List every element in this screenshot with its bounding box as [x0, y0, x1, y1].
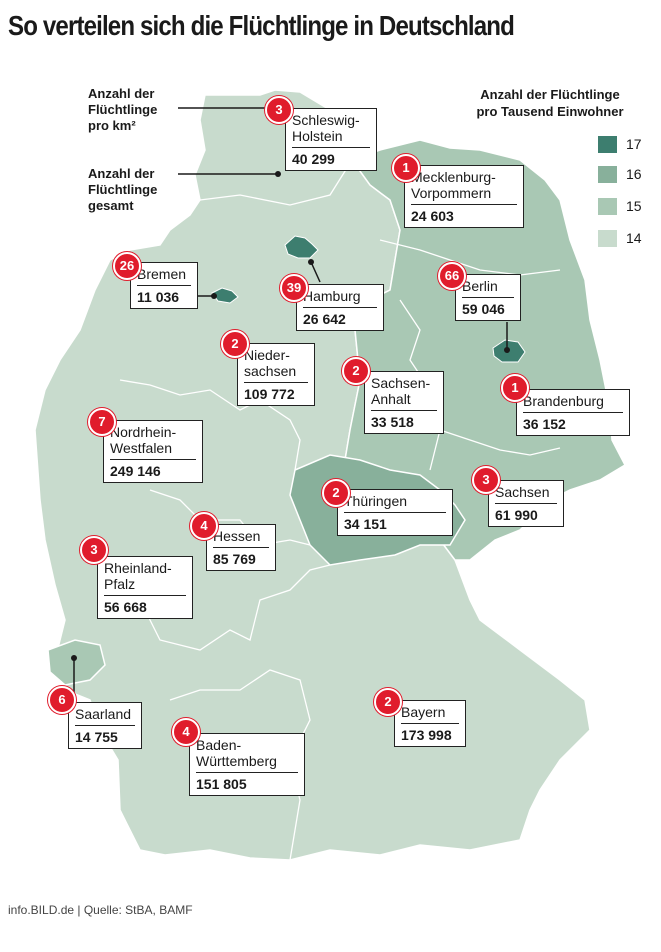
density-badge: 1: [392, 154, 420, 182]
density-badge: 2: [374, 688, 402, 716]
state-label-sachsen: Sachsen 61 990: [488, 480, 564, 527]
legend-swatch: [597, 134, 618, 154]
state-borders: [119, 159, 561, 861]
legend-item-15: 15: [597, 196, 657, 216]
state-name: Sachsen- Anhalt: [371, 375, 437, 411]
density-badge: 2: [221, 330, 249, 358]
annotation-total: Anzahl der Flüchtlinge gesamt: [88, 166, 158, 213]
density-badge: 66: [438, 262, 466, 290]
map-saarland: [47, 639, 106, 686]
state-label-bayern: Bayern 173 998: [394, 700, 466, 747]
state-total: 34 151: [344, 516, 387, 532]
state-name: Mecklenburg- Vorpommern: [411, 169, 517, 205]
page-title: So verteilen sich die Flüchtlinge in Deu…: [8, 10, 515, 41]
leader-dots: [71, 171, 510, 661]
state-total: 109 772: [244, 386, 295, 402]
state-label-sachsen-anhalt: Sachsen- Anhalt 33 518: [364, 371, 444, 434]
state-total: 24 603: [411, 208, 454, 224]
density-badge: 26: [113, 252, 141, 280]
legend-value: 15: [626, 198, 642, 214]
state-label-mecklenburg-vorpommern: Mecklenburg- Vorpommern 24 603: [404, 165, 524, 228]
state-total: 56 668: [104, 599, 147, 615]
state-name: Brandenburg: [523, 393, 623, 413]
state-name: Berlin: [462, 278, 514, 298]
density-badge: 2: [322, 479, 350, 507]
legend-swatch: [597, 164, 618, 184]
state-name: Nieder-sachsen: [244, 347, 308, 383]
density-badge: 3: [80, 536, 108, 564]
legend-value: 17: [626, 136, 642, 152]
legend-value: 16: [626, 166, 642, 182]
state-label-nordrhein-westfalen: Nordrhein- Westfalen 249 146: [103, 420, 203, 483]
legend-item-14: 14: [597, 228, 657, 248]
state-label-brandenburg: Brandenburg 36 152: [516, 389, 630, 436]
density-badge: 1: [501, 374, 529, 402]
state-total: 14 755: [75, 729, 118, 745]
density-badge: 4: [172, 718, 200, 746]
legend-item-17: 17: [597, 134, 657, 154]
state-total: 33 518: [371, 414, 414, 430]
source-credit: info.BILD.de | Quelle: StBA, BAMF: [8, 903, 193, 917]
state-label-baden-wuerttemberg: Baden- Württemberg 151 805: [189, 733, 305, 796]
state-name: Hessen: [213, 528, 269, 548]
state-label-berlin: Berlin 59 046: [455, 274, 521, 321]
map-hamburg: [284, 235, 319, 259]
state-label-hessen: Hessen 85 769: [206, 524, 276, 571]
density-badge: 7: [88, 408, 116, 436]
state-name: Schleswig- Holstein: [292, 112, 370, 148]
state-name: Baden- Württemberg: [196, 737, 298, 773]
state-name: Hamburg: [303, 288, 377, 308]
legend-title: Anzahl der Flüchtlinge pro Tausend Einwo…: [476, 87, 624, 119]
annotation-per-km2: Anzahl der Flüchtlinge pro km²: [88, 86, 158, 133]
state-total: 151 805: [196, 776, 247, 792]
state-label-bremen: Bremen 11 036: [130, 262, 198, 309]
density-badge: 4: [190, 512, 218, 540]
legend-value: 14: [626, 230, 642, 246]
state-name: Bremen: [137, 266, 191, 286]
state-total: 85 769: [213, 551, 256, 567]
density-badge: 6: [48, 686, 76, 714]
state-total: 11 036: [137, 289, 180, 305]
state-name: Sachsen: [495, 484, 557, 504]
density-badge: 39: [280, 274, 308, 302]
state-label-niedersachsen: Nieder-sachsen 109 772: [237, 343, 315, 406]
state-name: Nordrhein- Westfalen: [110, 424, 196, 460]
state-label-saarland: Saarland 14 755: [68, 702, 142, 749]
state-name: Saarland: [75, 706, 135, 726]
state-name: Thüringen: [344, 493, 446, 513]
legend-swatch: [597, 196, 618, 216]
state-total: 36 152: [523, 416, 566, 432]
state-total: 173 998: [401, 727, 452, 743]
map-bremen: [211, 287, 239, 304]
state-total: 40 299: [292, 151, 335, 167]
density-badge: 3: [472, 466, 500, 494]
density-badge: 3: [265, 96, 293, 124]
legend-swatch: [597, 228, 618, 248]
state-total: 26 642: [303, 311, 346, 327]
state-label-rheinland-pfalz: Rheinland- Pfalz 56 668: [97, 556, 193, 619]
state-label-hamburg: Hamburg 26 642: [296, 284, 384, 331]
state-name: Bayern: [401, 704, 459, 724]
legend-item-16: 16: [597, 164, 657, 184]
state-name: Rheinland- Pfalz: [104, 560, 186, 596]
state-total: 249 146: [110, 463, 161, 479]
state-label-thueringen: Thüringen 34 151: [337, 489, 453, 536]
state-total: 61 990: [495, 507, 538, 523]
state-label-schleswig-holstein: Schleswig- Holstein 40 299: [285, 108, 377, 171]
state-total: 59 046: [462, 301, 505, 317]
density-badge: 2: [342, 357, 370, 385]
